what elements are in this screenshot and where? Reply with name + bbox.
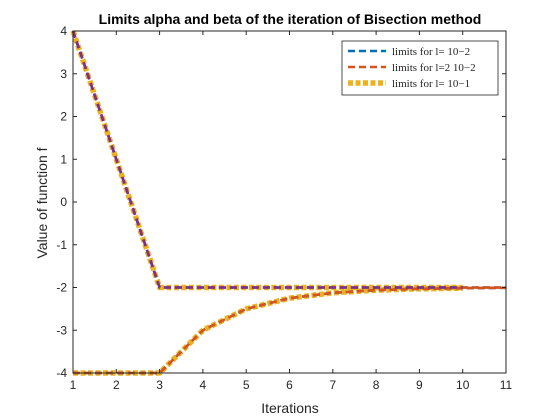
legend: limits for l= 10−2 limits for l=2 10−2 lim… [341,40,499,96]
x-tick-label: 5 [243,378,250,392]
y-axis-label: Value of function f [34,147,50,258]
x-tick-label: 10 [456,378,470,392]
x-axis-ticks: 1 2 3 4 5 6 7 8 9 10 11 [70,31,513,392]
x-tick-label: 1 [70,378,77,392]
y-tick-label: 3 [60,67,67,81]
x-axis-label: Iterations [261,400,319,416]
y-tick-label: 1 [60,152,67,166]
x-tick-label: 3 [156,378,163,392]
legend-box [341,40,499,96]
y-tick-label: 0 [60,195,67,209]
y-axis-ticks: -4 -3 -2 -1 0 1 2 3 4 [56,24,506,380]
chart-title: Limits alpha and beta of the iteration o… [99,11,482,27]
series-line-overlay-beta [71,30,463,289]
x-tick-label: 9 [416,378,423,392]
x-tick-label: 7 [329,378,336,392]
y-tick-label: 4 [60,24,67,38]
y-tick-label: 2 [60,110,67,124]
legend-entry-label: limits for l= 10−2 [392,46,470,58]
y-tick-label: -4 [56,366,67,380]
y-tick-label: -2 [56,281,67,295]
x-tick-label: 6 [286,378,293,392]
x-tick-label: 2 [113,378,120,392]
x-tick-label: 4 [200,378,207,392]
y-tick-label: -1 [56,238,67,252]
legend-entry-label: limits for l=2 10−2 [392,62,476,74]
legend-entry-label: limits for l= 10−1 [392,78,470,90]
y-tick-label: -3 [56,323,67,337]
x-tick-label: 8 [373,378,380,392]
x-tick-label: 11 [500,378,513,392]
